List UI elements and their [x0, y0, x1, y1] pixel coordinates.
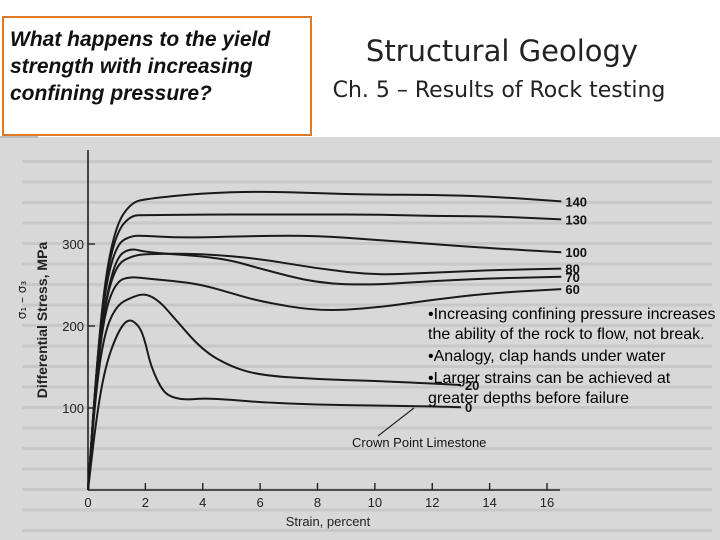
faded-text-line [22, 242, 712, 245]
bullet-item: •Increasing confining pressure increases… [428, 306, 716, 343]
question-line: confining pressure? [10, 82, 212, 105]
crown-point-limestone-label: Crown Point Limestone [352, 435, 486, 450]
annotation-arrow [377, 407, 415, 437]
x-tick-label: 10 [368, 495, 382, 510]
faded-text-line [22, 180, 712, 184]
question-line: What happens to the yield [10, 28, 271, 51]
faded-text-line [22, 406, 712, 409]
y-tick-label: 200 [62, 319, 84, 334]
slide-title: Structural Geology [365, 34, 639, 68]
curve-label-0: 0 [465, 400, 472, 415]
faded-text-line [22, 324, 712, 327]
question-box: What happens to the yield strength with … [2, 16, 312, 136]
question-text: What happens to the yield strength with … [10, 26, 310, 107]
faded-text-line [22, 467, 712, 471]
faded-text-line [22, 426, 712, 430]
faded-text-line [22, 303, 712, 307]
bullet-item: •Analogy, clap hands under water [428, 348, 666, 365]
faded-text-line [22, 529, 712, 532]
curve-100-mpa [87, 234, 562, 491]
faded-text-line [22, 201, 712, 204]
chart-curves [87, 190, 562, 491]
scan-edge [0, 136, 38, 138]
x-tick-label: 8 [314, 495, 321, 510]
curve-label-100: 100 [565, 245, 587, 260]
bullet-list: •Increasing confining pressure increases… [428, 305, 716, 411]
curve-label-70: 70 [565, 270, 579, 285]
curve-70-mpa [87, 248, 562, 491]
curve-label-140: 140 [565, 194, 587, 209]
curve-0-mpa [87, 319, 461, 491]
slide-subtitle: Ch. 5 – Results of Rock testing [332, 78, 666, 103]
x-tick-label: 14 [482, 495, 496, 510]
faded-text-line [22, 344, 712, 348]
x-tick-label: 0 [84, 495, 91, 510]
faded-text-line [22, 508, 712, 512]
x-tick-label: 2 [142, 495, 149, 510]
scan-background [0, 137, 720, 540]
faded-text-line [22, 160, 712, 163]
y-tick-label: 300 [62, 237, 84, 252]
x-tick-label: 4 [199, 495, 206, 510]
x-tick-label: 16 [540, 495, 554, 510]
curve-60-mpa [87, 276, 562, 491]
faded-text-line [22, 221, 712, 225]
x-axis-label: Strain, percent [286, 514, 371, 529]
sigma-difference-label: σ₁ – σ₃ [15, 280, 29, 320]
bullet-item: •Larger strains can be achieved at great… [428, 370, 671, 407]
x-tick-label: 12 [425, 495, 439, 510]
curve-label-80: 80 [565, 262, 579, 277]
curve-label-20: 20 [465, 378, 479, 393]
faded-text-line [22, 262, 712, 266]
curve-label-130: 130 [565, 212, 587, 227]
faded-text-line [22, 385, 712, 389]
faded-text-line [22, 447, 712, 450]
curve-label-60: 60 [565, 282, 579, 297]
y-axis-label: Differential Stress, MPa [34, 242, 50, 399]
x-tick-label: 6 [257, 495, 264, 510]
question-line: strength with increasing [10, 55, 253, 78]
faded-text-line [22, 365, 712, 368]
y-tick-label: 100 [62, 401, 84, 416]
curve-20-mpa [87, 293, 461, 491]
